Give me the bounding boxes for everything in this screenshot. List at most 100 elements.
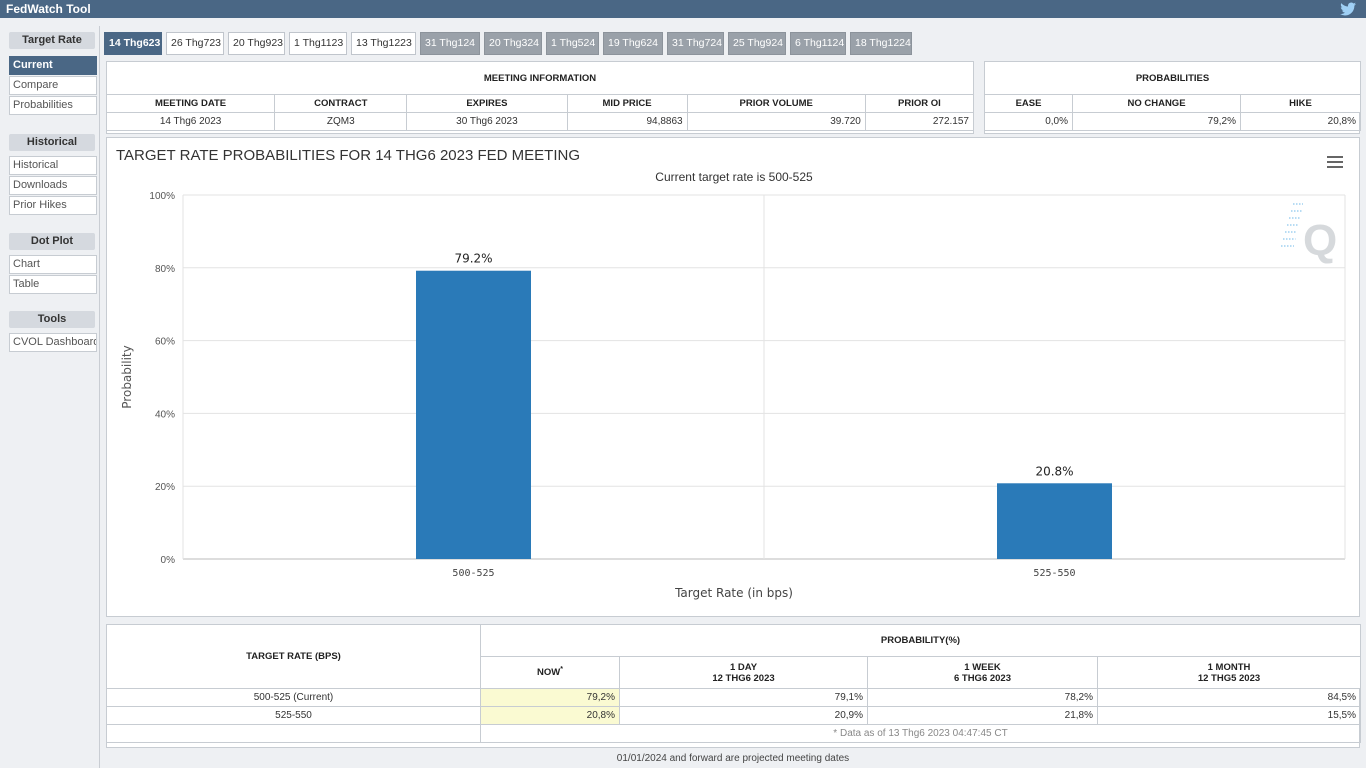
sidebar: Target Rate Current Compare Probabilities Hi…	[0, 26, 100, 768]
probability-value-cell: 15,5%	[1097, 706, 1361, 725]
probability-cell: 20,8%	[1240, 112, 1361, 131]
prob-col-header: 1 DAY 12 THG6 2023	[619, 656, 868, 689]
meeting-cell: 30 Thg6 2023	[406, 112, 568, 131]
meeting-col-header: MEETING DATE	[105, 94, 276, 113]
prob-col-label: NOW	[537, 667, 561, 679]
as-of-spacer	[106, 724, 481, 743]
probability-table-panel: TARGET RATE (BPS) PROBABILITY(%) NOW* 1 D…	[106, 624, 1361, 748]
y-tick-label: 60%	[155, 337, 175, 348]
prob-col-label: 1 DAY	[729, 661, 758, 673]
table-row: 525-550 20,8% 20,9% 21,8% 15,5%	[106, 706, 1361, 725]
prob-col-label: 1 WEEK	[964, 661, 1001, 673]
y-tick-label: 0%	[161, 555, 176, 566]
prob-col-header: 1 WEEK 6 THG6 2023	[867, 656, 1098, 689]
x-tick-label: 500-525	[452, 568, 494, 579]
y-tick-label: 20%	[155, 482, 175, 493]
probability-value-cell: 78,2%	[867, 688, 1098, 707]
probability-group-header: PROBABILITY(%)	[480, 624, 1361, 657]
twitter-icon[interactable]	[1340, 2, 1356, 16]
meeting-col-header: EXPIRES	[406, 94, 568, 113]
target-rate-cell: 500-525 (Current)	[106, 688, 481, 707]
meeting-cell: 39.720	[686, 112, 866, 131]
tab-meeting-4[interactable]: 13 Thg1223	[351, 32, 416, 55]
sidebar-item-table[interactable]: Table	[9, 275, 97, 294]
meeting-cell: 14 Thg6 2023	[105, 112, 276, 131]
meeting-info-panel: MEETING INFORMATION MEETING DATE CONTRACT…	[105, 61, 975, 134]
chart-title: TARGET RATE PROBABILITIES FOR 14 THG6 20…	[116, 147, 581, 164]
tab-meeting-12[interactable]: 18 Thg1224	[850, 32, 912, 55]
sidebar-heading-dot-plot: Dot Plot	[9, 233, 95, 250]
y-tick-label: 40%	[155, 409, 175, 420]
meeting-cell: ZQM3	[274, 112, 408, 131]
probability-value-cell: 21,8%	[867, 706, 1098, 725]
meeting-col-header: PRIOR OI	[864, 94, 975, 113]
sidebar-item-historical[interactable]: Historical	[9, 156, 97, 175]
as-of-row: * Data as of 13 Thg6 2023 04:47:45 CT	[106, 724, 1361, 743]
sidebar-item-probabilities[interactable]: Probabilities	[9, 96, 97, 115]
prob-col-header: NOW*	[480, 656, 620, 689]
probability-value-cell: 20,9%	[619, 706, 868, 725]
sidebar-heading-target-rate: Target Rate	[9, 32, 95, 49]
sidebar-item-current[interactable]: Current	[9, 56, 97, 75]
y-tick-label: 80%	[155, 264, 175, 275]
app-title: FedWatch Tool	[6, 2, 91, 16]
chart-subtitle: Current target rate is 500-525	[655, 170, 813, 184]
sidebar-item-prior-hikes[interactable]: Prior Hikes	[9, 196, 97, 215]
projected-dates-footnote: 01/01/2024 and forward are projected mee…	[616, 753, 850, 764]
tab-meeting-6[interactable]: 20 Thg324	[484, 32, 542, 55]
tab-meeting-5[interactable]: 31 Thg124	[420, 32, 480, 55]
sidebar-item-chart[interactable]: Chart	[9, 255, 97, 274]
probability-value-cell: 84,5%	[1097, 688, 1361, 707]
hamburger-menu-icon[interactable]	[1327, 156, 1343, 168]
tab-meeting-10[interactable]: 25 Thg924	[728, 32, 786, 55]
x-tick-label: 525-550	[1033, 568, 1075, 579]
asterisk-mark: *	[560, 666, 563, 674]
probability-cell: 0,0%	[984, 112, 1073, 131]
tab-meeting-11[interactable]: 6 Thg1124	[790, 32, 846, 55]
main-area: 14 Thg623 26 Thg723 20 Thg923 1 Thg1123 13 T…	[100, 26, 1366, 768]
probabilities-heading: PROBABILITIES	[984, 61, 1361, 95]
sidebar-heading-tools: Tools	[9, 311, 95, 328]
target-rate-cell: 525-550	[106, 706, 481, 725]
data-as-of-note: * Data as of 13 Thg6 2023 04:47:45 CT	[480, 724, 1361, 743]
meeting-col-header: CONTRACT	[274, 94, 408, 113]
probability-col-header: EASE	[984, 94, 1073, 113]
quikstrike-logo-icon: Q	[1281, 203, 1337, 265]
probability-value-cell: 79,1%	[619, 688, 868, 707]
watermark-text: Q	[1303, 216, 1337, 265]
tab-meeting-1[interactable]: 26 Thg723	[166, 32, 224, 55]
prob-col-sublabel: 12 THG6 2023	[712, 672, 775, 684]
meeting-cell: 272.157	[864, 112, 975, 131]
prob-col-label: 1 MONTH	[1207, 661, 1251, 673]
tab-meeting-2[interactable]: 20 Thg923	[228, 32, 285, 55]
target-rate-header: TARGET RATE (BPS)	[106, 624, 481, 689]
sidebar-item-downloads[interactable]: Downloads	[9, 176, 97, 195]
bar-data-label: 79.2%	[454, 252, 492, 266]
table-row: 500-525 (Current) 79,2% 79,1% 78,2% 84,5%	[106, 688, 1361, 707]
probability-col-header: NO CHANGE	[1072, 94, 1241, 113]
meeting-tabs: 14 Thg623 26 Thg723 20 Thg923 1 Thg1123 13 T…	[100, 32, 1366, 55]
probability-value-cell: 20,8%	[480, 706, 620, 725]
y-tick-label: 100%	[149, 191, 175, 202]
probability-col-header: HIKE	[1240, 94, 1361, 113]
prob-col-sublabel: 12 THG5 2023	[1197, 672, 1261, 684]
x-axis-title: Target Rate (in bps)	[674, 586, 793, 600]
probabilities-panel: PROBABILITIES EASE NO CHANGE HIKE 0,0% 79,2…	[984, 61, 1361, 134]
bar-chart: 0% 20% 40% 60% 80% 100% 79.2% 500-525 20.8% 525-5…	[120, 191, 1346, 600]
prob-col-sublabel: 6 THG6 2023	[953, 672, 1012, 684]
probability-value-cell: 79,2%	[480, 688, 620, 707]
tab-meeting-9[interactable]: 31 Thg724	[667, 32, 724, 55]
top-bar: FedWatch Tool	[0, 0, 1366, 18]
tab-meeting-7[interactable]: 1 Thg524	[546, 32, 599, 55]
sidebar-item-cvol-dashboard[interactable]: CVOL Dashboard	[9, 333, 97, 352]
meeting-cell: 94,8863	[566, 112, 688, 131]
sidebar-item-compare[interactable]: Compare	[9, 76, 97, 95]
tab-meeting-8[interactable]: 19 Thg624	[603, 32, 663, 55]
y-axis-title: Probability	[120, 345, 134, 408]
tab-meeting-0[interactable]: 14 Thg623	[104, 32, 162, 55]
prob-col-header: 1 MONTH 12 THG5 2023	[1097, 656, 1361, 689]
sidebar-heading-historical: Historical	[9, 134, 95, 151]
bar-525-550	[997, 483, 1112, 559]
tab-meeting-3[interactable]: 1 Thg1123	[289, 32, 347, 55]
bar-data-label: 20.8%	[1035, 464, 1073, 478]
